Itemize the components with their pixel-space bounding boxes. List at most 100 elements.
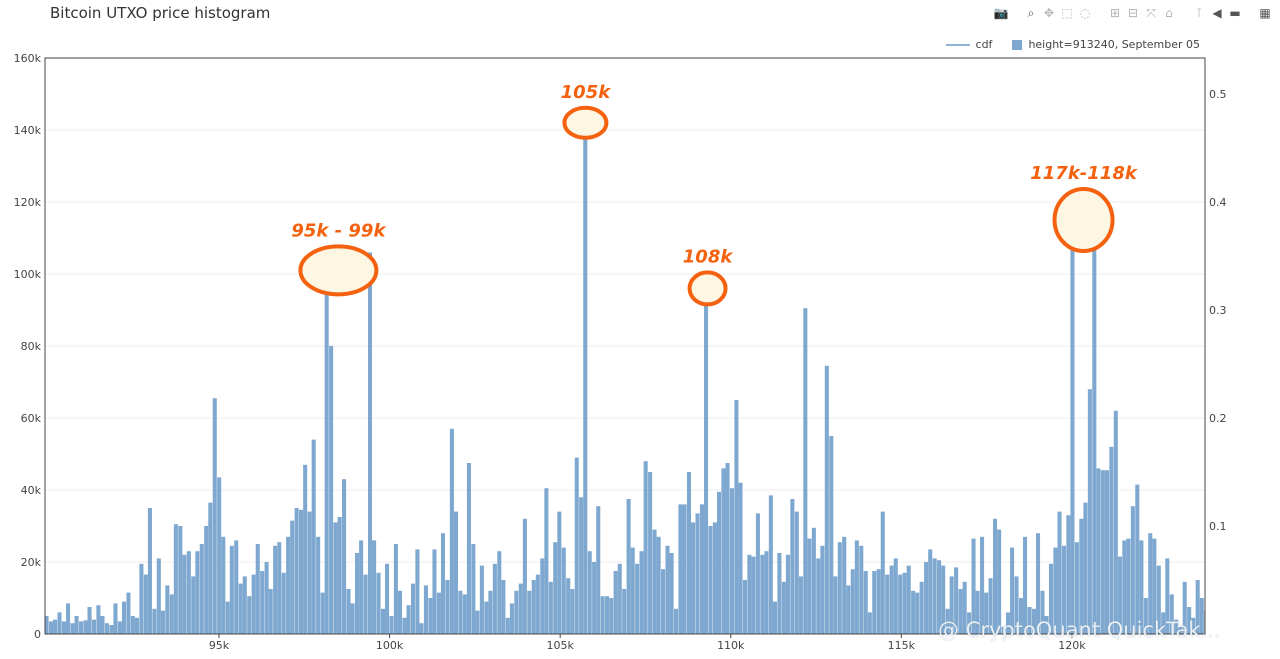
- legend-histogram-label[interactable]: height=913240, September 05: [1028, 38, 1200, 51]
- spike-lines-icon[interactable]: ⊺: [1195, 6, 1203, 20]
- histogram-bar: [83, 620, 88, 634]
- histogram-bar: [1061, 545, 1066, 634]
- histogram-bar: [385, 563, 390, 634]
- histogram-bar: [540, 558, 545, 634]
- histogram-bar: [885, 574, 890, 634]
- zoom-icon[interactable]: ⌕: [1027, 6, 1035, 20]
- histogram-bar: [406, 605, 411, 634]
- legend-cdf-label[interactable]: cdf: [975, 38, 993, 51]
- zoom-out-icon[interactable]: ⊟: [1127, 6, 1139, 20]
- annotation-highlight-fill: [564, 107, 607, 138]
- histogram-bar: [880, 511, 885, 634]
- histogram-bar: [958, 589, 963, 634]
- histogram-bar: [768, 495, 773, 634]
- annotation-highlights: [300, 107, 1113, 305]
- histogram-bar: [376, 572, 381, 634]
- histogram-bar: [522, 518, 527, 634]
- histogram-bar: [1182, 581, 1187, 634]
- legend: cdf height=913240, September 05: [945, 38, 1200, 51]
- histogram-bar: [199, 544, 204, 634]
- histogram-bar: [78, 621, 84, 634]
- y-tick-label: 120k: [14, 196, 42, 209]
- annotations: 95k - 99k 105k 108k 117k-118k: [291, 82, 1138, 307]
- box-select-icon[interactable]: ⬚: [1061, 6, 1073, 20]
- histogram-bar: [617, 563, 622, 634]
- histogram-bar: [686, 472, 692, 634]
- histogram-bar: [324, 274, 329, 634]
- annotation-ring: [687, 270, 728, 307]
- histogram-bar: [311, 439, 316, 634]
- histogram-bar: [980, 536, 985, 634]
- histogram-bar: [669, 553, 674, 634]
- histogram-bar: [721, 468, 726, 634]
- histogram-bar: [109, 625, 114, 634]
- histogram-bar: [708, 526, 713, 634]
- histogram-bar: [1092, 221, 1097, 635]
- histogram-bar: [928, 549, 933, 634]
- histogram-bar: [867, 612, 872, 634]
- histogram-bar: [286, 536, 291, 634]
- histogram-bar: [165, 585, 170, 634]
- histogram-bar: [1074, 542, 1079, 634]
- legend-histogram-swatch[interactable]: [1012, 39, 1023, 50]
- histogram-bar: [574, 457, 579, 634]
- zoom-in-icon[interactable]: ⊞: [1109, 6, 1121, 20]
- histogram-bar: [402, 617, 407, 634]
- histogram-bar: [1083, 502, 1088, 634]
- pan-icon[interactable]: ✥: [1043, 6, 1055, 20]
- histogram-bar: [1148, 533, 1153, 634]
- histogram-bar: [173, 524, 178, 634]
- histogram-bar: [221, 536, 226, 634]
- histogram-bar: [255, 544, 260, 634]
- histogram-bar: [1130, 506, 1135, 634]
- histogram-bar: [760, 554, 765, 634]
- plot-area-border: [44, 57, 1206, 635]
- histogram-bar: [156, 558, 161, 634]
- reset-axes-icon[interactable]: ⌂: [1165, 6, 1173, 20]
- histogram-bar: [204, 526, 209, 634]
- histogram-bar: [87, 607, 92, 634]
- histogram-bar: [954, 567, 959, 634]
- histogram-bar: [303, 464, 308, 634]
- histogram-bar: [1040, 590, 1045, 634]
- histogram-bar: [992, 518, 998, 634]
- x-tick-label: 105k: [546, 639, 574, 652]
- histogram-bar: [816, 558, 821, 634]
- x-axis-ticks: 95k 100k 105k 110k 115k 120k: [209, 634, 1086, 652]
- histogram-bar: [798, 576, 803, 634]
- histogram-bar: [66, 603, 71, 634]
- hover-compare-icon[interactable]: ▬: [1229, 6, 1241, 20]
- histogram-bar: [984, 592, 989, 634]
- histogram-bar: [716, 491, 722, 634]
- histogram-bar: [509, 603, 514, 634]
- y-tick-label: 0: [34, 628, 41, 641]
- histogram-bar: [699, 504, 704, 634]
- histogram-bar: [363, 574, 368, 634]
- histogram-bar: [609, 598, 614, 634]
- histogram-bar: [1199, 598, 1204, 634]
- histogram-bar: [906, 565, 911, 634]
- histogram-bar: [643, 461, 648, 634]
- autoscale-icon[interactable]: ⤧: [1146, 6, 1156, 20]
- hover-closest-icon[interactable]: ◀: [1212, 6, 1222, 20]
- histogram-bar: [492, 563, 497, 634]
- lasso-icon[interactable]: ◌: [1079, 6, 1091, 20]
- histogram-bar: [949, 576, 954, 634]
- histogram-bar: [531, 580, 536, 634]
- chart-title: Bitcoin UTXO price histogram: [50, 4, 271, 22]
- plotly-logo-icon[interactable]: ▦: [1259, 6, 1271, 20]
- histogram-bar: [273, 545, 278, 634]
- legend-cdf-swatch[interactable]: [945, 43, 970, 46]
- y2-tick-label: 0.5: [1209, 88, 1227, 101]
- histogram-bar: [178, 526, 183, 634]
- histogram-bar: [807, 538, 812, 634]
- histogram-bar: [121, 601, 127, 634]
- camera-icon[interactable]: 📷: [993, 6, 1009, 20]
- histogram-bar: [346, 589, 351, 634]
- histogram-bar: [251, 574, 256, 634]
- histogram-bar: [751, 556, 756, 634]
- histogram-bar: [462, 594, 467, 634]
- histogram-bar: [772, 601, 778, 634]
- histogram-bar: [143, 574, 148, 634]
